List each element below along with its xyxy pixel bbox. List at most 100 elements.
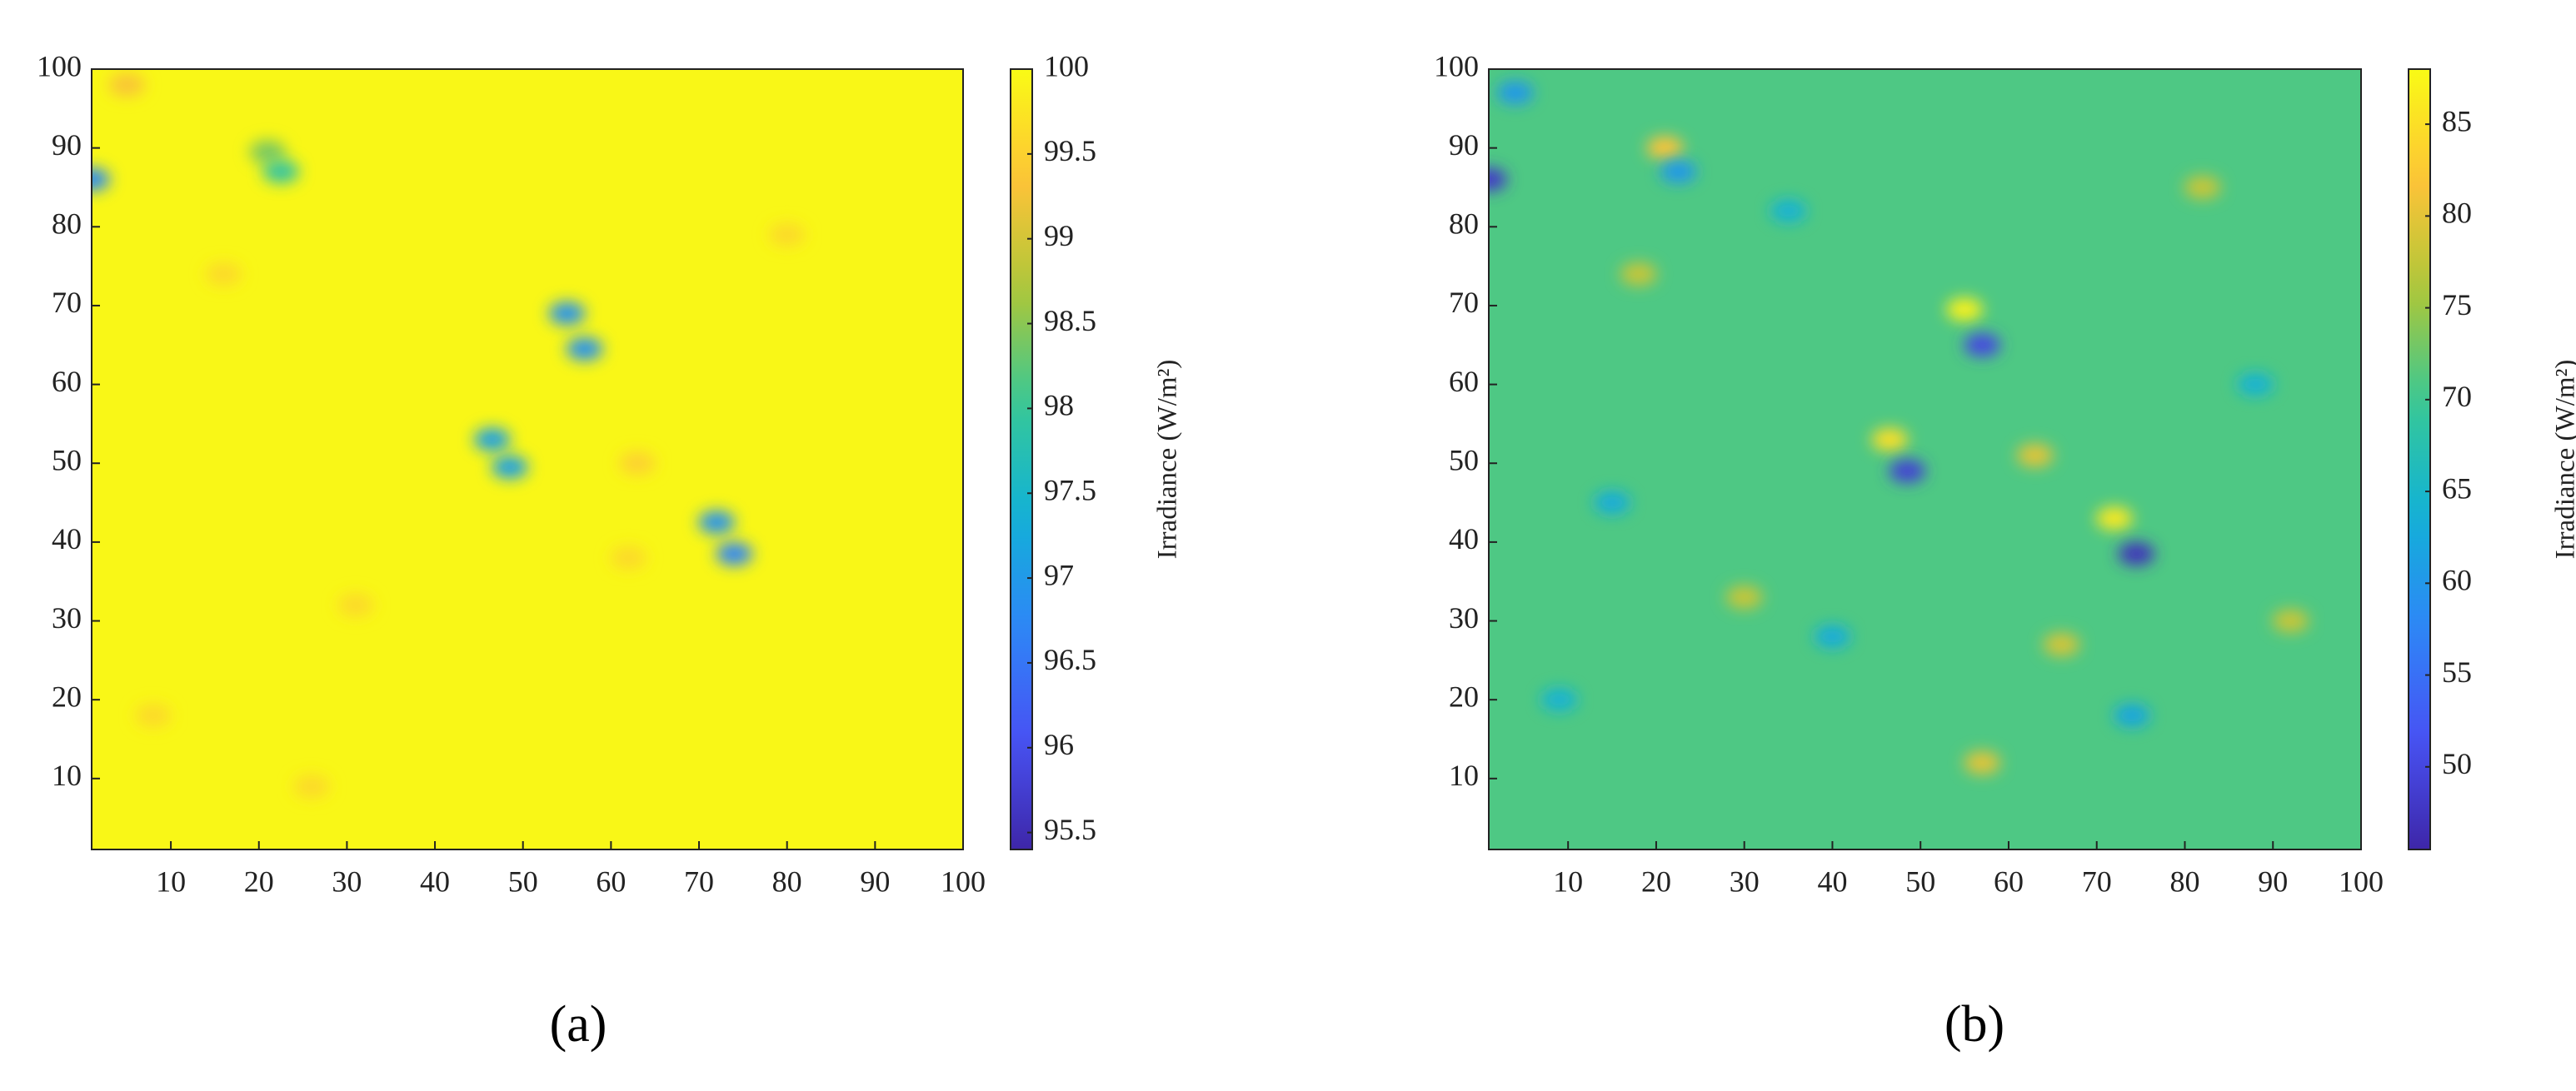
heatmap-spot	[1620, 262, 1657, 286]
heatmap	[92, 69, 963, 849]
y-tick-label: 20	[52, 680, 82, 713]
x-tick-label: 100	[2339, 864, 2384, 898]
x-tick-label: 60	[596, 864, 626, 898]
y-tick-label: 50	[1449, 443, 1479, 476]
heatmap-spot	[249, 140, 287, 164]
heatmap-spot	[293, 775, 331, 799]
heatmap-spot	[1489, 167, 1507, 192]
colorbar-tick-label: 99.5	[1044, 134, 1096, 167]
heatmap-spot	[1946, 297, 1984, 321]
heatmap-spot	[548, 301, 586, 326]
colorbar-tick-label: 96.5	[1044, 643, 1096, 676]
plot-frame	[91, 68, 964, 850]
heatmap-spot	[2016, 443, 2054, 467]
colorbar-tick-label: 55	[2442, 655, 2472, 689]
colorbar-tick-label: 70	[2442, 380, 2472, 413]
x-tick-label: 90	[2258, 864, 2288, 898]
heatmap-spot	[1889, 459, 1926, 483]
heatmap-spot	[768, 222, 806, 247]
y-tick-label: 90	[1449, 128, 1479, 162]
colorbar-tick-label: 95.5	[1044, 813, 1096, 846]
heatmap-background	[1489, 69, 2361, 849]
heatmap-spot	[2272, 609, 2309, 633]
x-tick-label: 10	[1553, 864, 1583, 898]
y-tick-label: 80	[52, 207, 82, 241]
y-tick-label: 10	[1449, 759, 1479, 792]
colorbar-tick-label: 97	[1044, 558, 1074, 591]
y-tick-label: 20	[1449, 680, 1479, 713]
caption: (a)	[550, 996, 607, 1053]
heatmap-spot	[1646, 136, 1684, 160]
heatmap-spot	[108, 72, 146, 97]
y-tick-label: 40	[1449, 522, 1479, 555]
heatmap-spot	[566, 336, 603, 361]
x-tick-label: 30	[332, 864, 362, 898]
heatmap-spot	[491, 455, 528, 479]
colorbar-tick-label: 75	[2442, 288, 2472, 321]
y-tick-label: 70	[52, 286, 82, 319]
colorbar-tick-label: 98.5	[1044, 304, 1096, 337]
colorbar-label: Irradiance (W/m²)	[1153, 360, 1183, 560]
heatmap-spot	[716, 542, 753, 566]
heatmap-background	[92, 69, 963, 849]
x-tick-label: 40	[420, 864, 450, 898]
x-tick-label: 70	[2082, 864, 2112, 898]
colorbar-label: Irradiance (W/m²)	[2551, 360, 2576, 560]
x-tick-label: 70	[684, 864, 714, 898]
x-tick-label: 60	[1994, 864, 2024, 898]
x-tick-label: 80	[2169, 864, 2199, 898]
y-tick-label: 30	[1449, 601, 1479, 635]
x-tick-label: 40	[1817, 864, 1847, 898]
colorbar-tick-label: 80	[2442, 197, 2472, 230]
colorbar-tick-label: 85	[2442, 104, 2472, 137]
x-tick-label: 50	[508, 864, 538, 898]
x-tick-label: 20	[1641, 864, 1671, 898]
y-tick-label: 90	[52, 128, 82, 162]
heatmap-spot	[2237, 372, 2274, 396]
colorbar-tick-label: 60	[2442, 564, 2472, 597]
heatmap-spot	[1660, 160, 1697, 184]
heatmap-spot	[610, 546, 647, 570]
caption: (b)	[1944, 996, 2004, 1053]
colorbar-tick-label: 97.5	[1044, 474, 1096, 507]
heatmap-spot	[698, 511, 736, 535]
x-tick-label: 100	[941, 864, 986, 898]
x-tick-label: 20	[244, 864, 274, 898]
y-tick-label: 40	[52, 522, 82, 555]
heatmap-spot	[337, 593, 374, 617]
heatmap-spot	[2114, 704, 2151, 728]
x-tick-label: 90	[860, 864, 890, 898]
heatmap-spot	[262, 160, 300, 184]
y-tick-label: 100	[37, 49, 82, 82]
y-tick-label: 60	[52, 365, 82, 398]
x-tick-label: 50	[1905, 864, 1935, 898]
heatmap-spot	[619, 451, 656, 476]
x-tick-label: 80	[772, 864, 802, 898]
heatmap-spot	[2118, 542, 2155, 566]
y-tick-label: 80	[1449, 207, 1479, 241]
colorbar-tick-label: 100	[1044, 49, 1089, 82]
heatmap-spot	[2184, 175, 2221, 199]
y-tick-label: 100	[1434, 49, 1479, 82]
y-tick-label: 10	[52, 759, 82, 792]
heatmap-spot	[473, 427, 511, 451]
heatmap	[1489, 69, 2361, 849]
x-tick-label: 30	[1730, 864, 1760, 898]
heatmap-spot	[205, 262, 242, 286]
y-tick-label: 70	[1449, 286, 1479, 319]
heatmap-spot	[2095, 506, 2133, 531]
y-tick-label: 30	[52, 601, 82, 635]
y-tick-label: 60	[1449, 365, 1479, 398]
colorbar-tick-label: 98	[1044, 389, 1074, 422]
plot-frame	[1488, 68, 2362, 850]
heatmap-spot	[1871, 427, 1909, 451]
heatmap-spot	[1770, 199, 1807, 223]
colorbar-tick-label: 96	[1044, 728, 1074, 761]
colorbar-tick-label: 99	[1044, 219, 1074, 252]
colorbar-tick-label: 65	[2442, 471, 2472, 505]
heatmap-spot	[1814, 625, 1851, 649]
colorbar-tick-label: 50	[2442, 747, 2472, 780]
heatmap-spot	[2043, 632, 2080, 656]
heatmap-spot	[92, 167, 110, 192]
